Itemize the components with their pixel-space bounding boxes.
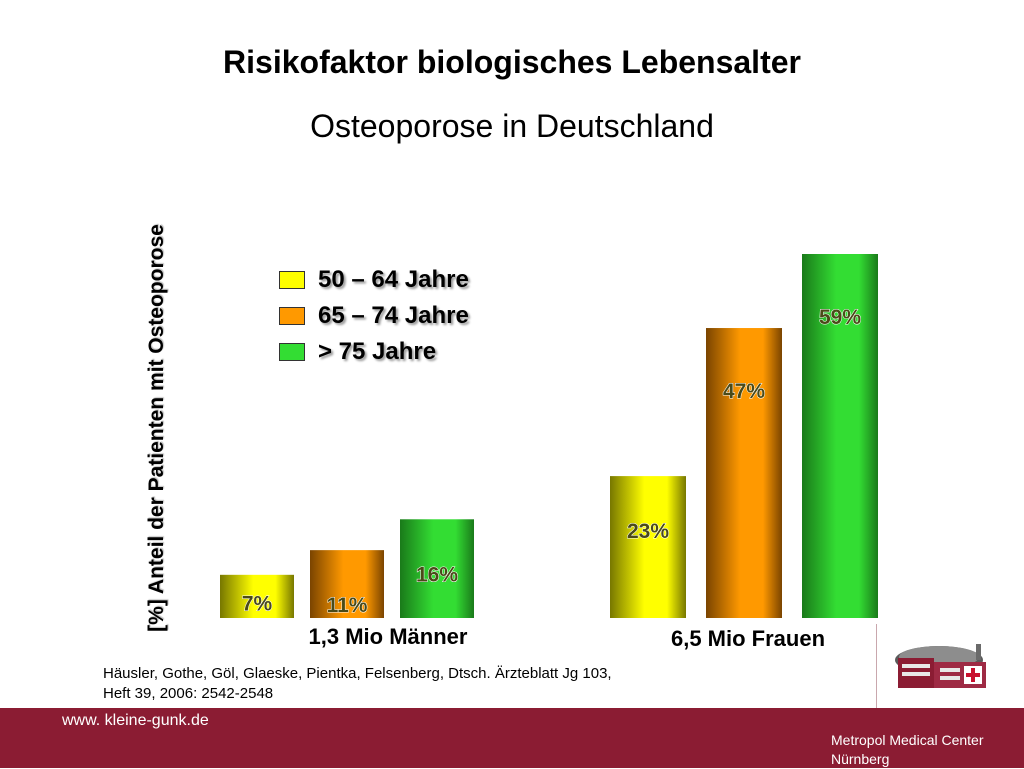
bar-label-frauen-50-64: 23% [627, 520, 669, 543]
slide-title: Risikofaktor biologisches Lebensalter [223, 44, 801, 80]
footer-url: www. kleine-gunk.de [62, 712, 209, 729]
bar-label-maenner-65-74: 11% [327, 594, 368, 617]
legend-label-65-74: 65 – 74 Jahre [318, 302, 469, 329]
slide-subtitle: Osteoporose in Deutschland [310, 108, 714, 144]
legend-label-75-plus: > 75 Jahre [318, 338, 437, 365]
bar-frauen-75-plus [802, 254, 878, 618]
legend-swatch-50-64 [279, 271, 305, 289]
chart-legend: 50 – 64 Jahre 65 – 74 Jahre > 75 Jahre [279, 262, 469, 370]
footer-bar: www. kleine-gunk.de Metropol Medical Cen… [0, 708, 1024, 768]
bar-frauen-65-74 [706, 328, 782, 618]
footer-org-city: Nürnberg [831, 751, 890, 767]
citation-line-2: Heft 39, 2006: 2542-2548 [103, 685, 274, 702]
bar-label-maenner-75-plus: 16% [416, 563, 458, 586]
legend-item-65-74: 65 – 74 Jahre [279, 298, 469, 334]
legend-swatch-65-74 [279, 307, 305, 325]
category-label-maenner: 1,3 Mio Männer [309, 624, 468, 649]
citation: Häusler, Gothe, Göl, Glaeske, Pientka, F… [103, 664, 723, 704]
legend-item-75-plus: > 75 Jahre [279, 334, 469, 370]
bar-frauen-50-64 [610, 476, 686, 618]
bar-label-frauen-75-plus: 59% [819, 306, 861, 329]
bar-label-frauen-65-74: 47% [723, 380, 765, 403]
legend-label-50-64: 50 – 64 Jahre [318, 266, 469, 293]
citation-line-1: Häusler, Gothe, Göl, Glaeske, Pientka, F… [103, 665, 612, 682]
footer-org: Metropol Medical Center Nürnberg [831, 731, 984, 769]
footer-org-name: Metropol Medical Center [831, 732, 984, 748]
hospital-building-icon [884, 626, 994, 701]
legend-swatch-75-plus [279, 343, 305, 361]
bar-label-maenner-50-64: 7% [242, 593, 273, 616]
bar-maenner-65-74 [310, 550, 384, 618]
legend-item-50-64: 50 – 64 Jahre [279, 262, 469, 298]
bar-maenner-75-plus [400, 519, 474, 618]
bar-maenner-50-64 [220, 574, 294, 618]
footer-divider [876, 624, 877, 708]
category-label-frauen: 6,5 Mio Frauen [671, 626, 825, 651]
